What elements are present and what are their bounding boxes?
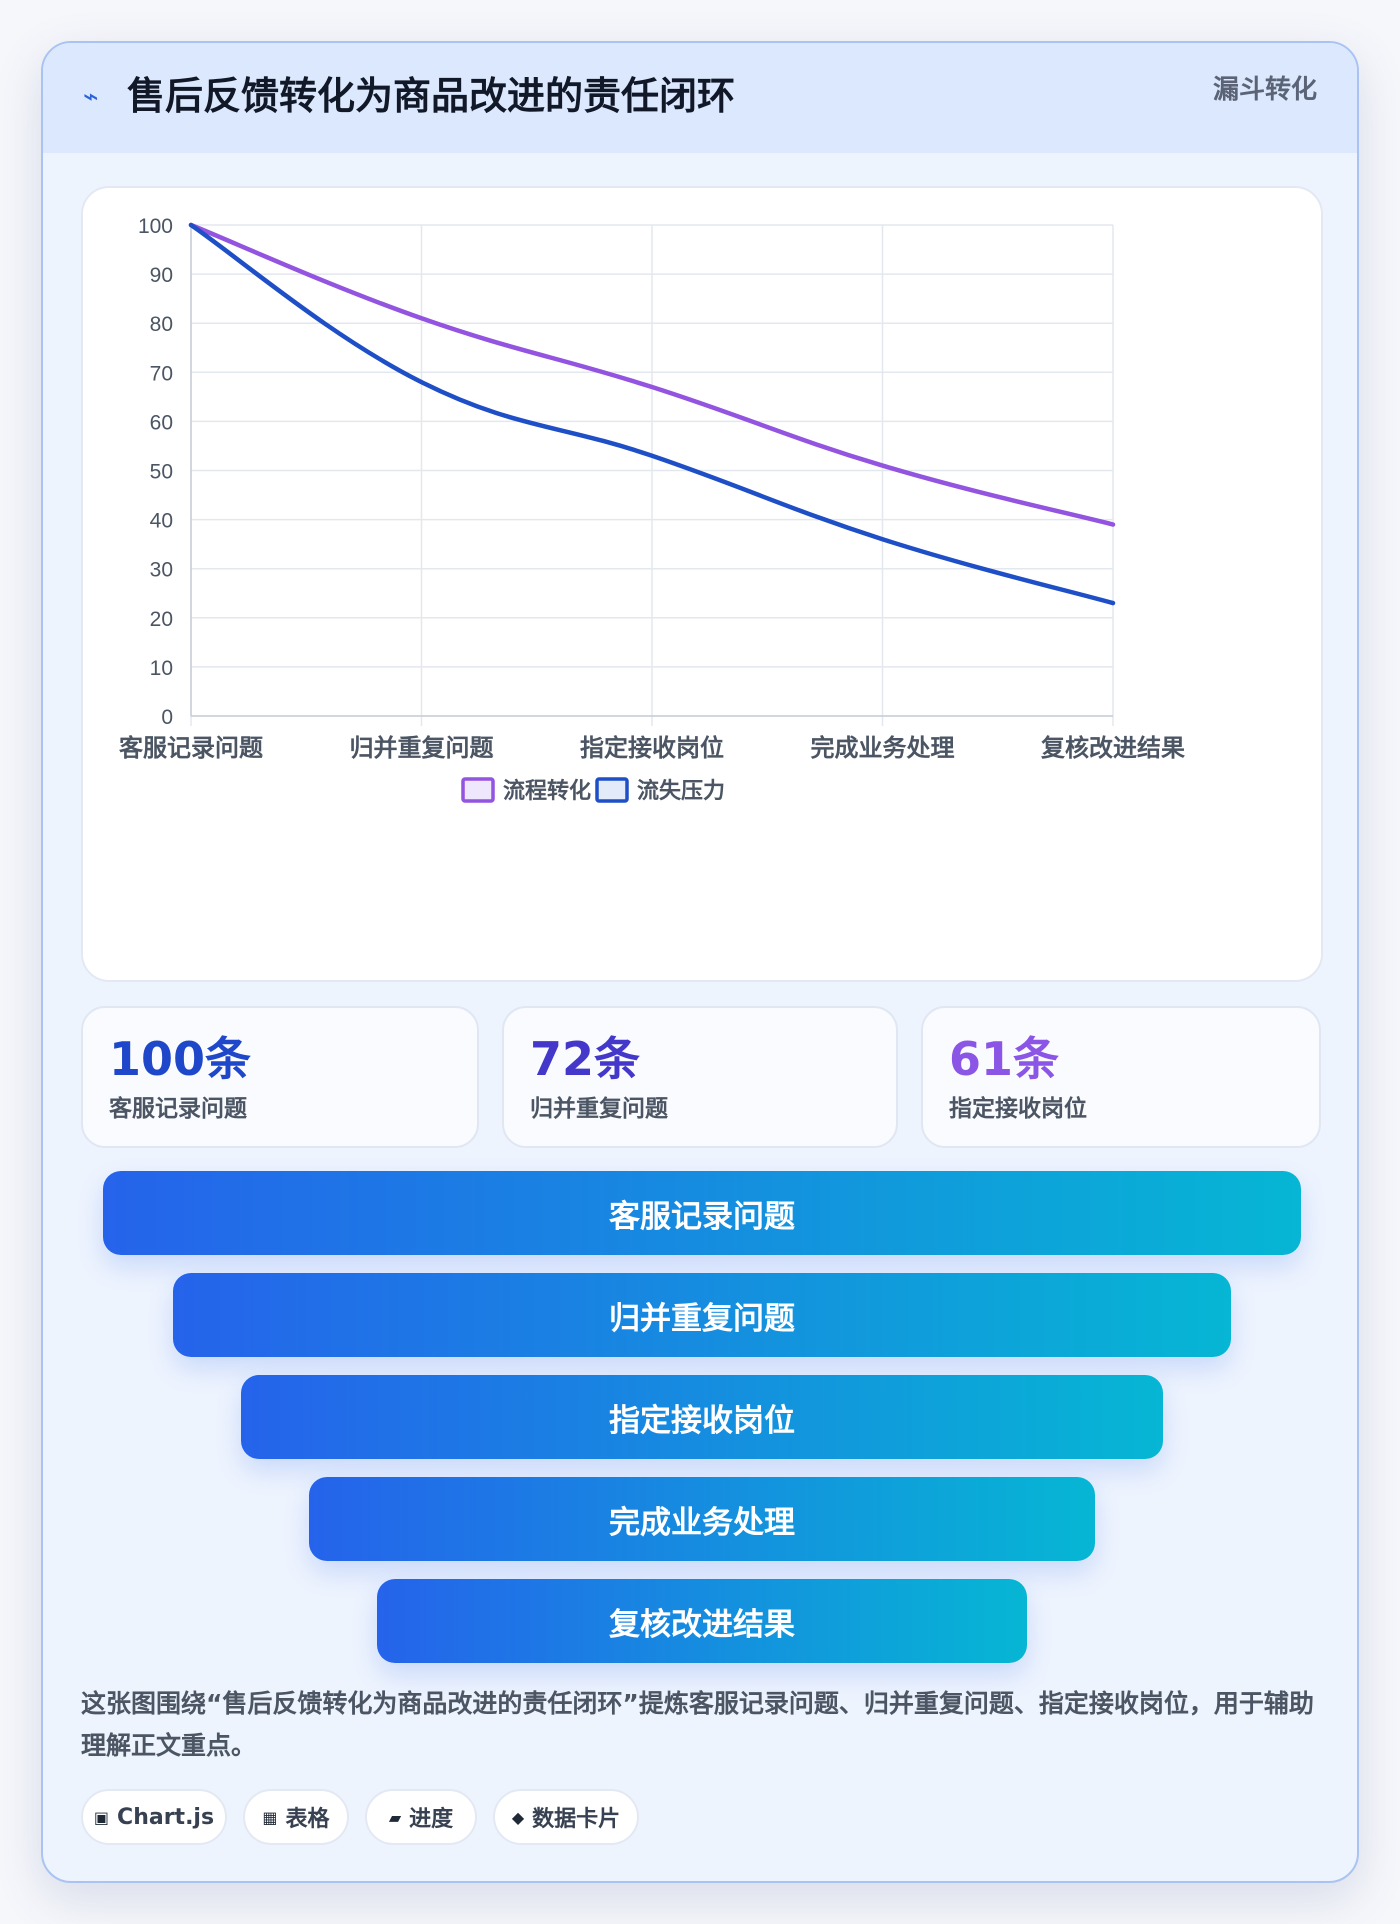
y-tick-label: 20 — [150, 608, 173, 631]
diamond-icon: ◆ — [511, 1807, 525, 1827]
chip-label: Chart.js — [117, 1804, 215, 1830]
table-icon: ▦ — [262, 1807, 278, 1827]
funnel-stage-3: 指定接收岗位 — [241, 1375, 1163, 1459]
page-title: 售后反馈转化为商品改进的责任闭环 — [127, 74, 736, 118]
funnel-stage-4: 完成业务处理 — [309, 1477, 1095, 1561]
stat-label: 客服记录问题 — [109, 1096, 247, 1122]
data-point — [650, 453, 654, 458]
data-point — [419, 316, 424, 321]
funnel-stage-1: 客服记录问题 — [103, 1171, 1301, 1255]
legend-swatch — [461, 777, 495, 803]
y-tick-label: 0 — [161, 706, 173, 729]
y-tick-label: 70 — [150, 362, 173, 385]
funnel-stage-5: 复核改进结果 — [377, 1579, 1027, 1663]
data-point — [880, 463, 885, 468]
legend-label: 流程转化 — [503, 778, 591, 804]
data-point — [1111, 601, 1115, 606]
legend-swatch — [595, 777, 629, 803]
y-tick-label: 50 — [150, 461, 173, 484]
stat-label: 指定接收岗位 — [949, 1096, 1087, 1122]
y-tick-label: 10 — [150, 657, 173, 680]
stat-value: 72条 — [530, 1032, 641, 1086]
stat-value: 61条 — [949, 1032, 1060, 1086]
card-header: ⌁ 售后反馈转化为商品改进的责任闭环 漏斗转化 — [43, 43, 1357, 153]
stat-card-3: 61条 指定接收岗位 — [921, 1006, 1321, 1148]
x-tick-label: 复核改进结果 — [1040, 734, 1185, 762]
line-chart-panel: 0 10 20 30 40 50 60 70 80 90 100 客服记录问题 归并重复问题 指定接收岗位… — [81, 186, 1323, 982]
data-point — [189, 223, 193, 227]
line-chart: 0 10 20 30 40 50 60 70 80 90 100 客服记录问题 归并重复问题 指定接收岗位… — [119, 215, 1185, 804]
data-point — [419, 380, 424, 385]
chart-description: 这张图围绕“售后反馈转化为商品改进的责任闭环”提炼客服记录问题、归并重复问题、指… — [81, 1689, 1314, 1760]
funnel-stage-2: 归并重复问题 — [173, 1273, 1231, 1357]
stat-value: 100条 — [109, 1032, 252, 1086]
chip-table[interactable]: ▦ 表格 — [243, 1789, 349, 1845]
data-point — [1111, 522, 1115, 527]
x-tick-label: 归并重复问题 — [350, 734, 494, 762]
y-tick-label: 80 — [150, 313, 173, 336]
y-tick-label: 60 — [150, 411, 173, 434]
chip-data-card[interactable]: ◆ 数据卡片 — [493, 1789, 639, 1845]
stat-card-1: 100条 客服记录问题 — [81, 1006, 479, 1148]
chip-label: 进度 — [409, 1807, 454, 1832]
x-tick-label: 客服记录问题 — [119, 734, 263, 762]
y-tick-label: 90 — [150, 264, 173, 287]
progress-icon: ▰ — [388, 1807, 402, 1827]
legend-label: 流失压力 — [637, 778, 725, 804]
data-point — [880, 537, 885, 542]
chip-label: 数据卡片 — [532, 1807, 621, 1832]
data-point — [650, 385, 654, 390]
chip-progress[interactable]: ▰ 进度 — [365, 1789, 477, 1845]
stat-label: 归并重复问题 — [530, 1096, 668, 1122]
report-card: ⌁ 售后反馈转化为商品改进的责任闭环 漏斗转化 0 10 20 30 40 50 60 70 8… — [41, 41, 1359, 1883]
chip-chartjs[interactable]: ▣ Chart.js — [81, 1789, 227, 1845]
y-tick-label: 40 — [150, 510, 173, 533]
y-tick-label: 100 — [138, 215, 173, 238]
chart-type-tag: 漏斗转化 — [1212, 75, 1317, 105]
x-tick-label: 指定接收岗位 — [580, 734, 724, 762]
x-tick-label: 完成业务处理 — [811, 734, 955, 762]
stat-card-2: 72条 归并重复问题 — [502, 1006, 898, 1148]
y-tick-label: 30 — [150, 559, 173, 582]
chart-icon: ▣ — [93, 1807, 110, 1827]
chip-label: 表格 — [285, 1807, 330, 1832]
bolt-icon: ⌁ — [83, 82, 99, 112]
